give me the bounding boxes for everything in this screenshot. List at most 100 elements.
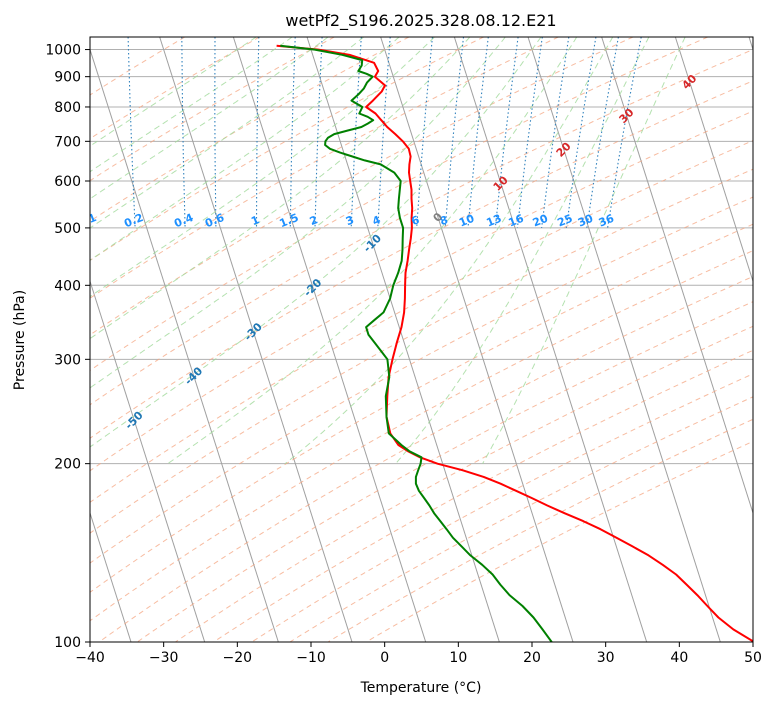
dry-adiabat-line (365, 440, 753, 642)
y-tick-label: 400 (54, 278, 81, 294)
isotherm-label: -20 (301, 276, 324, 299)
chart-title: wetPf2_S196.2025.328.08.12.E21 (285, 11, 556, 31)
y-tick-label: 600 (54, 174, 81, 190)
isotherm-line (527, 37, 721, 642)
mixing-ratio-line (255, 37, 260, 228)
dry-adiabat-line (90, 196, 753, 564)
moist-adiabat-line (167, 37, 578, 465)
mixing-ratio-label: 8 (438, 213, 450, 228)
moist-adiabat-line (90, 37, 293, 173)
dry-adiabat-line (98, 275, 753, 642)
dry-adiabat-line (90, 139, 753, 503)
x-tick-label: 40 (670, 650, 688, 666)
mixing-ratio-label: 1 (249, 213, 261, 228)
line-labels: 0.10.20.40.611.52346810131620253036-100-… (3, 72, 700, 520)
x-tick-label: 10 (449, 650, 467, 666)
y-axis-title: Pressure (hPa) (12, 290, 28, 390)
mixing-ratio-line (350, 37, 362, 228)
mixing-ratio-label: 30 (576, 212, 595, 230)
dry-adiabat-line (90, 37, 260, 140)
temperature-series-line (276, 44, 753, 642)
moist-adiabat-line (90, 37, 329, 200)
mixing-ratio-label: 25 (555, 212, 574, 230)
isotherm-label: 30 (617, 106, 637, 126)
dry-adiabat-line (90, 37, 708, 372)
dry-adiabat-line (90, 37, 335, 182)
mixing-ratio-label: 16 (507, 212, 526, 230)
sounding-lines (276, 44, 753, 642)
mixing-ratio-line (127, 37, 136, 228)
y-tick-label: 100 (54, 635, 81, 651)
y-tick-label: 200 (54, 457, 81, 473)
x-axis-title: Temperature (°C) (360, 680, 482, 696)
moist-adiabat-line (284, 37, 614, 465)
isotherm-line (232, 37, 427, 642)
dry-adiabat-line (90, 250, 753, 622)
isotherm-line (90, 47, 279, 642)
x-tick-label: −30 (149, 650, 179, 666)
y-axis: 100 200 300 400 500 600 700 800 900 1000 (45, 43, 90, 651)
mixing-ratio-label: 0.1 (75, 211, 98, 230)
moist-adiabat-line (90, 37, 400, 261)
dry-adiabat-line (90, 223, 753, 593)
mixing-ratio-line (516, 37, 543, 228)
mixing-ratio-line (181, 37, 186, 228)
x-tick-label: −20 (223, 650, 253, 666)
isotherm-label: 20 (554, 139, 574, 159)
mixing-ratio-line (377, 37, 391, 228)
x-tick-label: 30 (597, 650, 615, 666)
isotherm-label: 10 (491, 173, 511, 193)
isotherm-label: 40 (679, 72, 699, 92)
plot-frame (89, 36, 754, 643)
mixing-ratio-line (494, 37, 519, 228)
dry-adiabat-line (90, 110, 753, 472)
isotherm-label: -70 (3, 497, 26, 520)
moist-adiabat-line (90, 37, 435, 298)
x-tick-label: −40 (75, 650, 105, 666)
moist-adiabat-line (90, 37, 364, 229)
mixing-ratio-line (467, 37, 489, 228)
mixing-ratio-line (214, 37, 217, 228)
isotherm-line (674, 37, 753, 283)
dry-adiabat-line (90, 168, 753, 534)
mixing-ratio-label: 3 (344, 213, 356, 228)
dry-adiabat-line (90, 37, 410, 222)
isotherm-line (380, 37, 574, 642)
mixing-ratio-label: 36 (597, 212, 616, 230)
mixing-ratio-label: 4 (371, 213, 383, 228)
isotherm-label: -50 (122, 409, 145, 432)
moist-adiabat-line (90, 37, 506, 389)
mixing-ratio-line (416, 37, 433, 228)
isotherm-line (0, 37, 57, 642)
dry-adiabat-line (175, 325, 753, 642)
dry-adiabat-line (90, 37, 634, 336)
dry-adiabat-line (90, 37, 559, 299)
dry-adiabat-line (90, 80, 753, 439)
mixing-ratio-line (78, 37, 88, 228)
x-tick-label: 20 (523, 650, 541, 666)
y-tick-label: 900 (54, 70, 81, 86)
dry-adiabat-line (137, 301, 753, 642)
mixing-ratio-line (607, 37, 642, 228)
x-tick-label: 0 (380, 650, 389, 666)
moist-adiabat-line (482, 37, 686, 464)
background-lines (0, 37, 753, 642)
isotherm-line (90, 511, 132, 642)
isotherm-label: -10 (361, 232, 384, 255)
dry-adiabat-line (90, 48, 753, 406)
isotherm-line (601, 37, 753, 515)
mixing-ratio-label: 13 (484, 212, 503, 230)
isotherm-label: -30 (242, 320, 265, 343)
isotherm-line (306, 37, 500, 642)
mixing-ratio-line (444, 37, 465, 228)
isotherm-line (159, 37, 353, 642)
dry-adiabat-line (327, 418, 753, 642)
mixing-ratio-label: 20 (531, 212, 550, 230)
y-tick-label: 800 (54, 100, 81, 116)
mixing-ratio-line (314, 37, 323, 228)
moist-adiabat-line (90, 37, 471, 340)
y-tick-label: 500 (54, 221, 81, 237)
moist-adiabat-line (90, 37, 542, 448)
mixing-ratio-label: 10 (457, 212, 476, 230)
